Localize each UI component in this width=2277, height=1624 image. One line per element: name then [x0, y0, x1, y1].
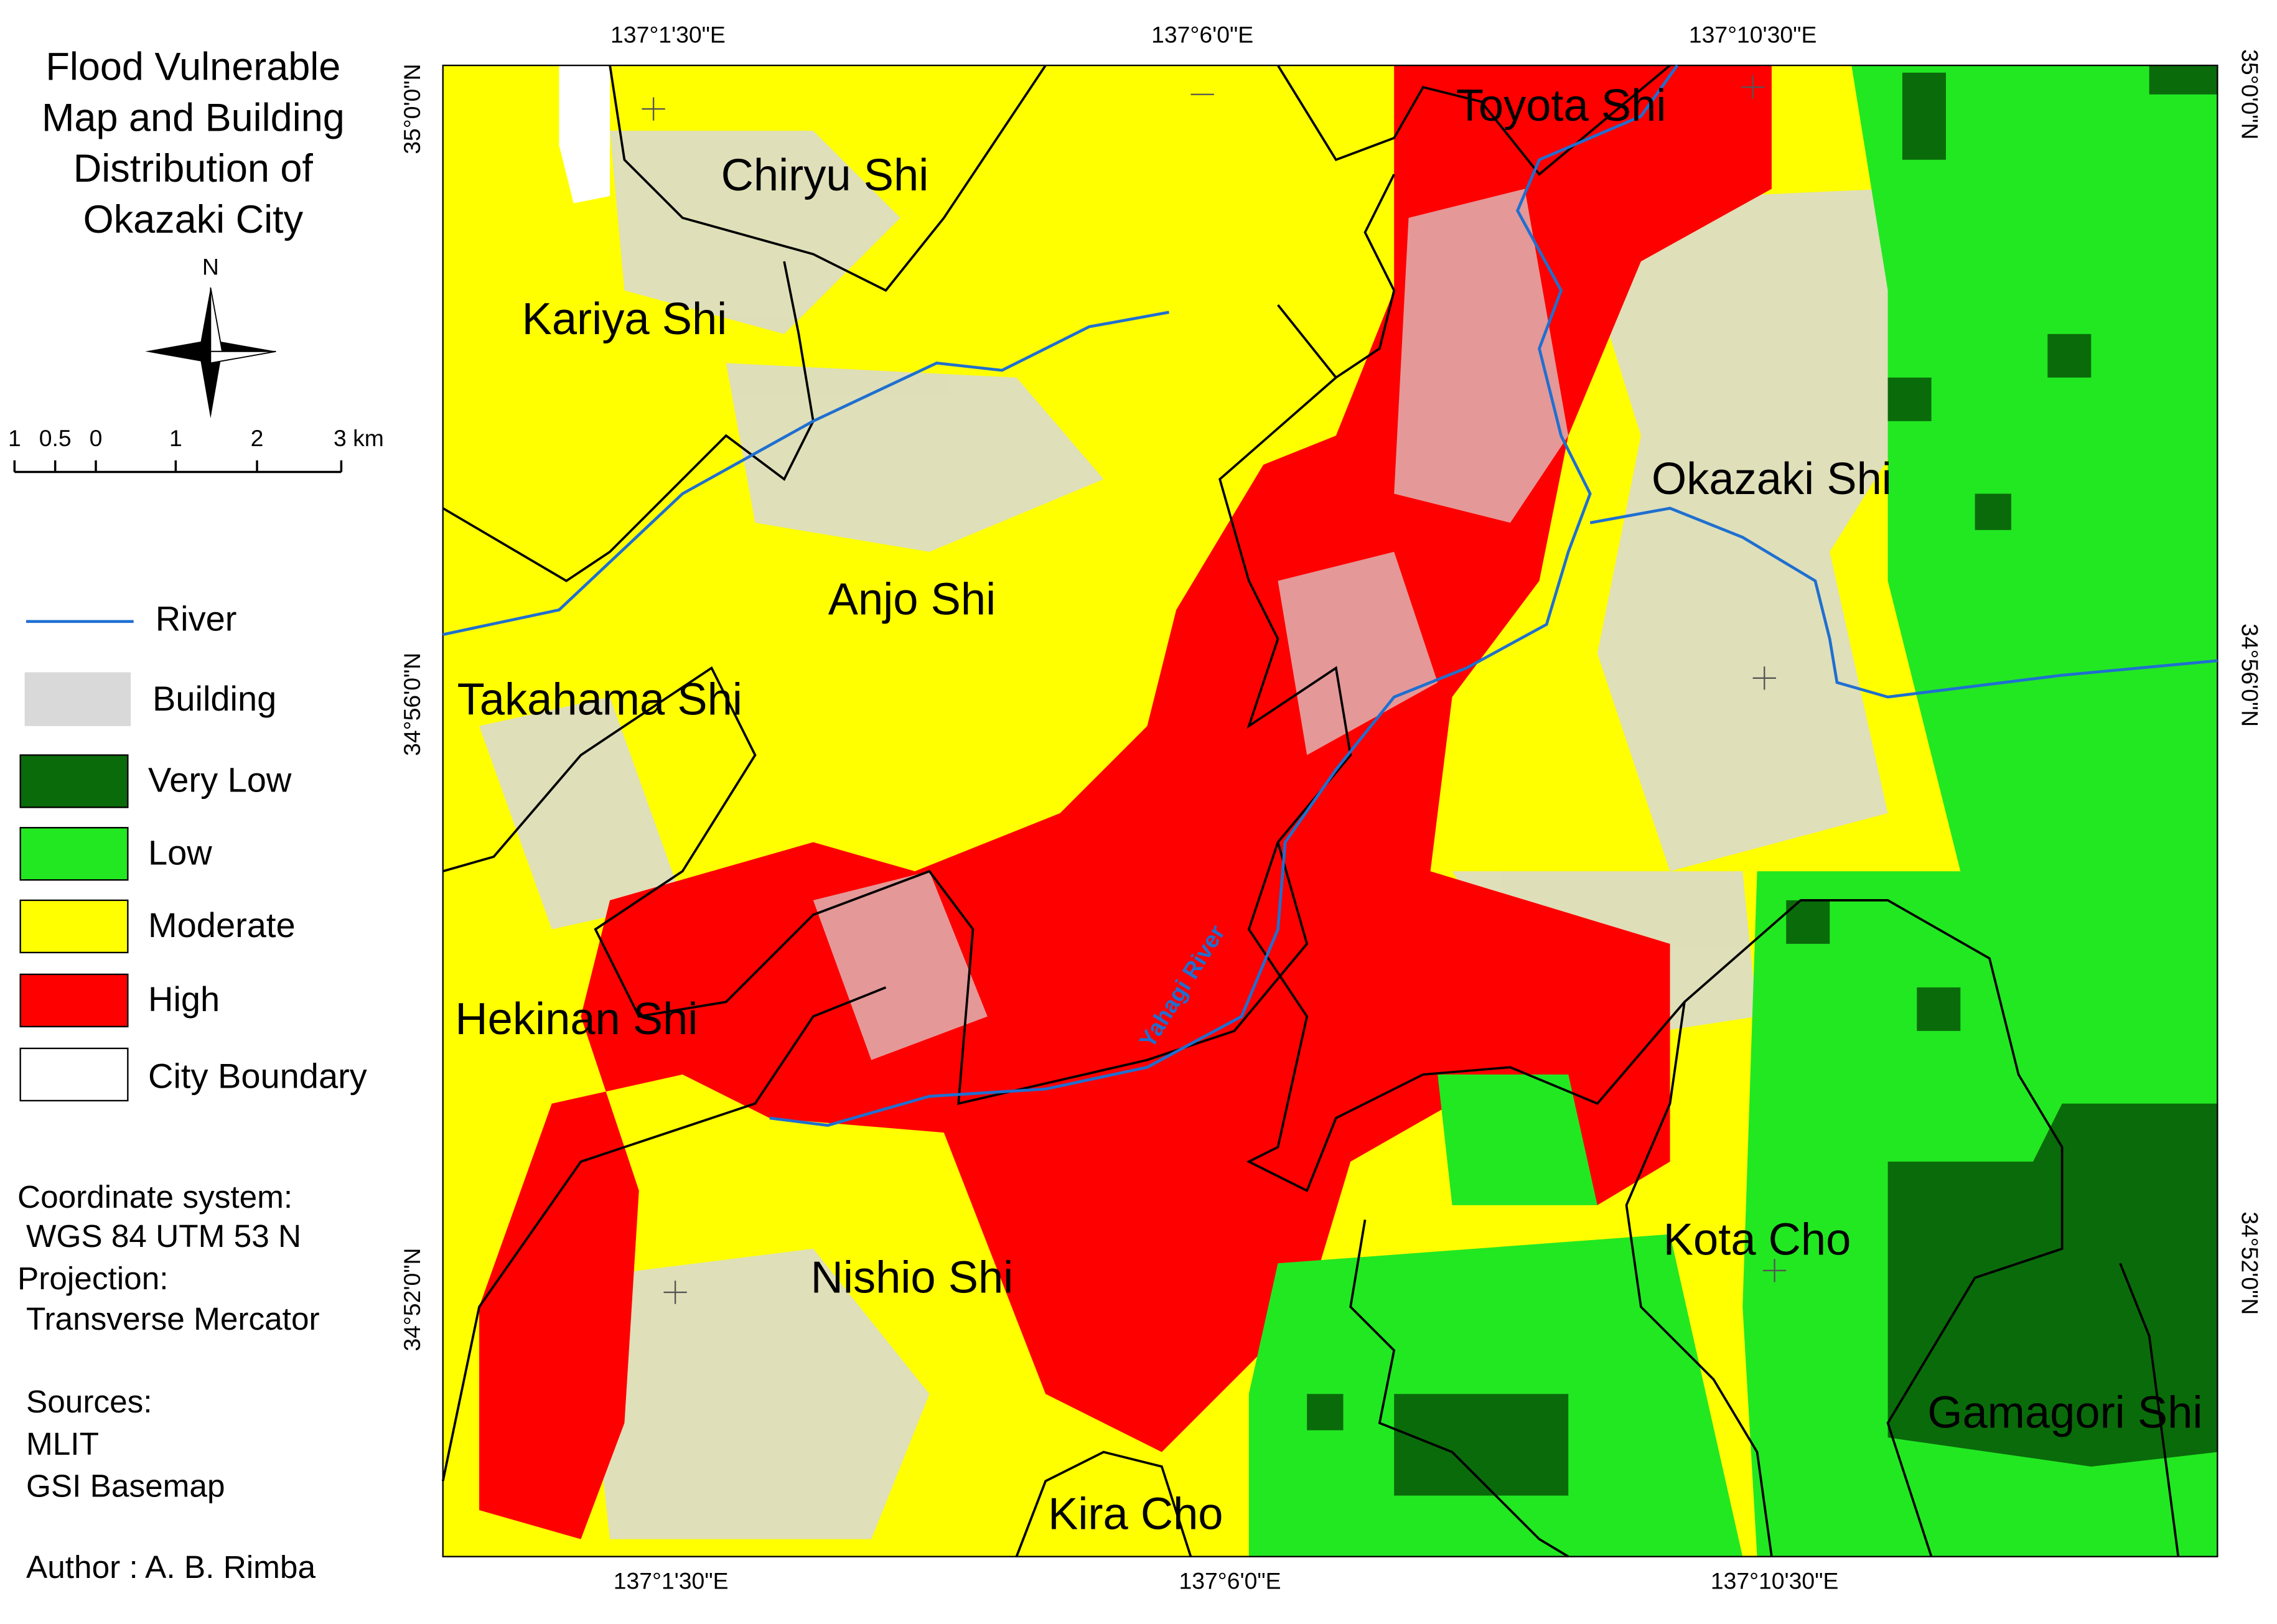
legend-label: River — [156, 599, 237, 638]
place-label: Kota Cho — [1663, 1215, 1851, 1265]
place-label: Takahama Shi — [457, 675, 742, 725]
place-label: Nishio Shi — [811, 1253, 1014, 1302]
legend-label: Moderate — [148, 905, 296, 945]
bottom-axis-label: 137°1'30"E — [614, 1568, 729, 1594]
right-axis-label: 34°56'0"N — [2237, 623, 2263, 727]
top-axis-label: 137°1'30"E — [610, 21, 726, 47]
bottom-axis-label: 137°6'0"E — [1179, 1568, 1281, 1594]
map-border — [442, 64, 2219, 1557]
note-line: Coordinate system: — [17, 1179, 292, 1215]
place-label: Toyota Shi — [1456, 81, 1667, 131]
top-axis-label: 137°10'30"E — [1689, 21, 1817, 47]
right-axis-label: 35°0'0"N — [2237, 49, 2263, 139]
place-label: Kariya Shi — [522, 294, 727, 344]
north-label: N — [202, 254, 219, 280]
place-label: Gamagori Shi — [1927, 1388, 2202, 1437]
scale-label: 1 — [8, 425, 21, 451]
place-label: Okazaki Shi — [1652, 454, 1892, 504]
scale-label: 2 — [251, 425, 264, 451]
north-arrow — [145, 287, 276, 419]
scale-label: 3 km — [334, 425, 384, 451]
note-line: Projection: — [17, 1261, 169, 1296]
place-label: Chiryu Shi — [721, 151, 929, 200]
title-line: Distribution of — [73, 147, 314, 190]
building-areas-red — [813, 189, 1569, 1060]
scale-label: 1 — [169, 425, 182, 451]
graticule-crosses — [642, 75, 1787, 1304]
no-data — [559, 65, 610, 203]
scale-label: 0.5 — [39, 425, 72, 451]
bottom-axis-label: 137°10'30"E — [1711, 1568, 1839, 1594]
left-axis-label: 34°52'0"N — [399, 1248, 425, 1351]
legend-label: City Boundary — [148, 1057, 367, 1096]
title-line: Flood Vulnerable — [45, 45, 340, 89]
right-axis-label: 34°52'0"N — [2237, 1211, 2263, 1315]
title-line: Map and Building — [42, 96, 345, 139]
legend-label: High — [148, 979, 220, 1019]
legend-label: Low — [148, 833, 212, 872]
note-line: MLIT — [26, 1426, 99, 1462]
title-line: Okazaki City — [83, 198, 304, 241]
note-line: GSI Basemap — [26, 1468, 225, 1504]
note-line: WGS 84 UTM 53 N — [26, 1218, 301, 1254]
place-label: Anjo Shi — [828, 575, 996, 625]
left-axis-label: 34°56'0"N — [399, 653, 425, 756]
legend-symbols — [19, 620, 134, 1102]
note-line: Sources: — [26, 1384, 152, 1419]
place-label: Kira Cho — [1048, 1490, 1223, 1539]
note-line: Author : A. B. Rimba — [26, 1549, 316, 1585]
legend-label: Very Low — [148, 760, 292, 800]
place-label: Hekinan Shi — [455, 994, 698, 1044]
legend-label: Building — [152, 679, 276, 718]
map-frame — [442, 64, 2219, 1557]
scale-bar — [13, 460, 343, 474]
scale-label: 0 — [90, 425, 103, 451]
left-axis-label: 35°0'0"N — [399, 63, 425, 154]
note-line: Transverse Mercator — [26, 1301, 320, 1337]
labels: Flood Vulnerable Map and Building Distribu… — [8, 21, 2263, 1594]
very-low-zone — [1307, 65, 2218, 1496]
rivers — [442, 64, 2218, 1127]
top-axis-label: 137°6'0"E — [1151, 21, 1253, 47]
